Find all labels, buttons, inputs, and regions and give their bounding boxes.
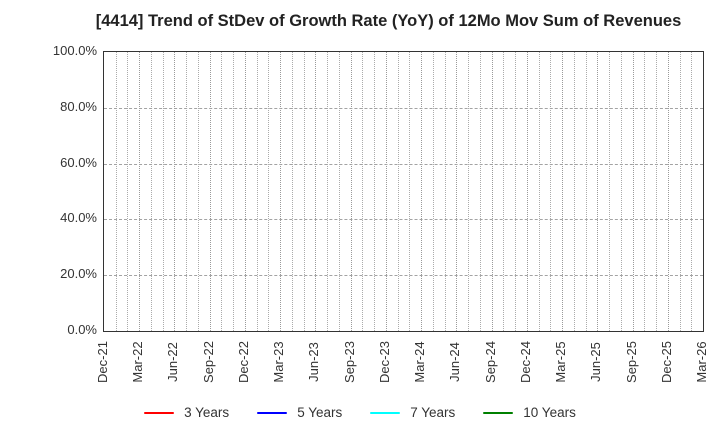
gridline-vertical — [162, 52, 164, 331]
gridline-vertical — [350, 52, 352, 331]
legend-item: 10 Years — [483, 405, 576, 421]
gridline-horizontal — [104, 219, 703, 221]
legend-item: 5 Years — [257, 405, 342, 421]
x-tick-label: Dec-21 — [95, 341, 110, 383]
y-tick-label: 40.0% — [60, 210, 97, 226]
x-tick-label: Sep-25 — [623, 341, 639, 383]
gridline-vertical — [550, 52, 552, 331]
x-tick-label: Jun-22 — [165, 342, 181, 382]
gridline-vertical — [127, 52, 129, 331]
x-tick-label: Sep-23 — [341, 341, 357, 383]
gridline-vertical — [327, 52, 329, 331]
gridline-vertical — [644, 52, 646, 331]
y-tick-label: 80.0% — [60, 98, 97, 114]
legend-label: 10 Years — [523, 405, 576, 420]
gridline-vertical — [468, 52, 470, 331]
gridline-vertical — [338, 52, 340, 331]
gridline-vertical — [432, 52, 434, 331]
gridline-vertical — [233, 52, 235, 331]
legend-item: 3 Years — [144, 405, 229, 421]
x-tick-label: Jun-25 — [588, 342, 604, 382]
gridline-vertical — [291, 52, 293, 331]
gridline-vertical — [620, 52, 622, 331]
gridline-vertical — [244, 52, 246, 331]
gridline-vertical — [397, 52, 399, 331]
chart-legend: 3 Years 5 Years 7 Years 10 Years — [0, 405, 720, 421]
gridline-vertical — [526, 52, 528, 331]
legend-item: 7 Years — [370, 405, 455, 421]
gridline-vertical — [186, 52, 188, 331]
gridline-vertical — [150, 52, 152, 331]
x-tick-label: Dec-23 — [376, 341, 392, 383]
gridline-vertical — [315, 52, 317, 331]
legend-line-swatch — [144, 412, 175, 414]
gridline-vertical — [538, 52, 540, 331]
gridline-vertical — [679, 52, 681, 331]
legend-label: 5 Years — [297, 405, 343, 420]
chart-title: [4414] Trend of StDev of Growth Rate (Yo… — [95, 12, 682, 30]
gridline-vertical — [503, 52, 505, 331]
gridline-vertical — [609, 52, 611, 331]
gridline-vertical — [303, 52, 305, 331]
gridline-vertical — [409, 52, 411, 331]
gridline-vertical — [115, 52, 117, 331]
gridline-horizontal — [104, 163, 703, 165]
gridline-vertical — [597, 52, 599, 331]
gridline-vertical — [280, 52, 282, 331]
y-tick-label: 0.0% — [67, 322, 97, 337]
gridline-vertical — [209, 52, 211, 331]
gridline-vertical — [573, 52, 575, 331]
gridline-vertical — [444, 52, 446, 331]
gridline-vertical — [656, 52, 658, 331]
x-tick-label: Jun-23 — [306, 342, 322, 382]
gridline-horizontal — [104, 275, 703, 277]
x-tick-label: Mar-26 — [694, 341, 709, 383]
legend-line-swatch — [257, 412, 288, 414]
gridline-vertical — [562, 52, 564, 331]
x-tick-label: Dec-24 — [517, 341, 533, 383]
x-tick-label: Mar-24 — [412, 341, 428, 383]
x-tick-label: Dec-25 — [658, 341, 674, 383]
gridline-vertical — [421, 52, 423, 331]
gridline-vertical — [139, 52, 141, 331]
x-tick-label: Mar-23 — [271, 341, 287, 383]
gridline-vertical — [479, 52, 481, 331]
gridline-vertical — [374, 52, 376, 331]
gridline-vertical — [456, 52, 458, 331]
gridline-vertical — [362, 52, 364, 331]
x-tick-label: Sep-22 — [200, 341, 216, 383]
gridline-vertical — [197, 52, 199, 331]
gridline-vertical — [667, 52, 669, 331]
y-tick-label: 20.0% — [60, 266, 97, 282]
gridline-vertical — [632, 52, 634, 331]
gridline-vertical — [515, 52, 517, 331]
x-tick-label: Jun-24 — [447, 342, 463, 382]
gridline-vertical — [174, 52, 176, 331]
x-tick-label: Dec-22 — [235, 341, 251, 383]
x-tick-label: Sep-24 — [482, 341, 498, 383]
gridline-vertical — [221, 52, 223, 331]
legend-label: 7 Years — [410, 405, 456, 420]
gridline-horizontal — [104, 107, 703, 109]
y-tick-label: 100.0% — [52, 43, 97, 58]
gridline-vertical — [268, 52, 270, 331]
plot-area — [103, 51, 704, 332]
gridline-vertical — [385, 52, 387, 331]
gridline-vertical — [691, 52, 693, 331]
legend-line-swatch — [370, 412, 401, 414]
x-tick-label: Mar-22 — [130, 341, 146, 383]
y-tick-label: 60.0% — [60, 154, 97, 170]
gridline-vertical — [256, 52, 258, 331]
x-tick-label: Mar-25 — [553, 341, 569, 383]
gridline-vertical — [491, 52, 493, 331]
legend-label: 3 Years — [184, 405, 230, 420]
gridline-vertical — [585, 52, 587, 331]
legend-line-swatch — [483, 412, 514, 414]
